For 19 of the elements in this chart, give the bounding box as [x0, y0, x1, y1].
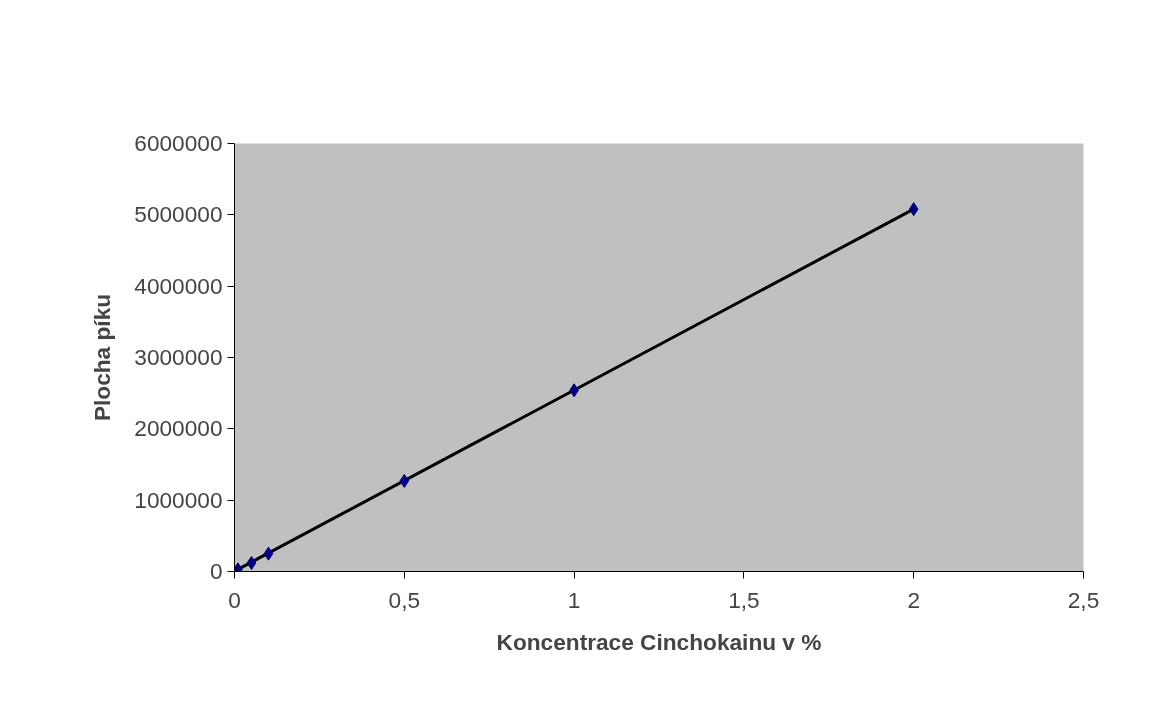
y-tick-label: 0 — [209, 558, 223, 584]
x-tick-label: 0,5 — [388, 586, 421, 613]
point — [399, 473, 410, 488]
y-tick-label: 5000000 — [134, 201, 223, 228]
y-tick-label: 1000000 — [134, 486, 223, 513]
y-axis-title: Plocha píku — [89, 293, 116, 422]
x-axis-title: Koncentrace Cinchokainu v % — [496, 628, 822, 655]
point — [263, 546, 274, 561]
y-tick-label: 2000000 — [134, 415, 223, 442]
x-tick-label: 0 — [228, 586, 241, 613]
x-tick-label: 1 — [567, 586, 581, 613]
x-tick-label: 2 — [907, 586, 921, 613]
x-tick-label: 1,5 — [728, 586, 760, 613]
point — [246, 555, 257, 570]
y-tick-label: 6000000 — [134, 130, 223, 156]
y-tick-label: 4000000 — [134, 272, 223, 299]
x-tick-label: 2,5 — [1067, 586, 1100, 613]
y-tick-label: 3000000 — [134, 344, 223, 370]
point — [908, 202, 919, 217]
